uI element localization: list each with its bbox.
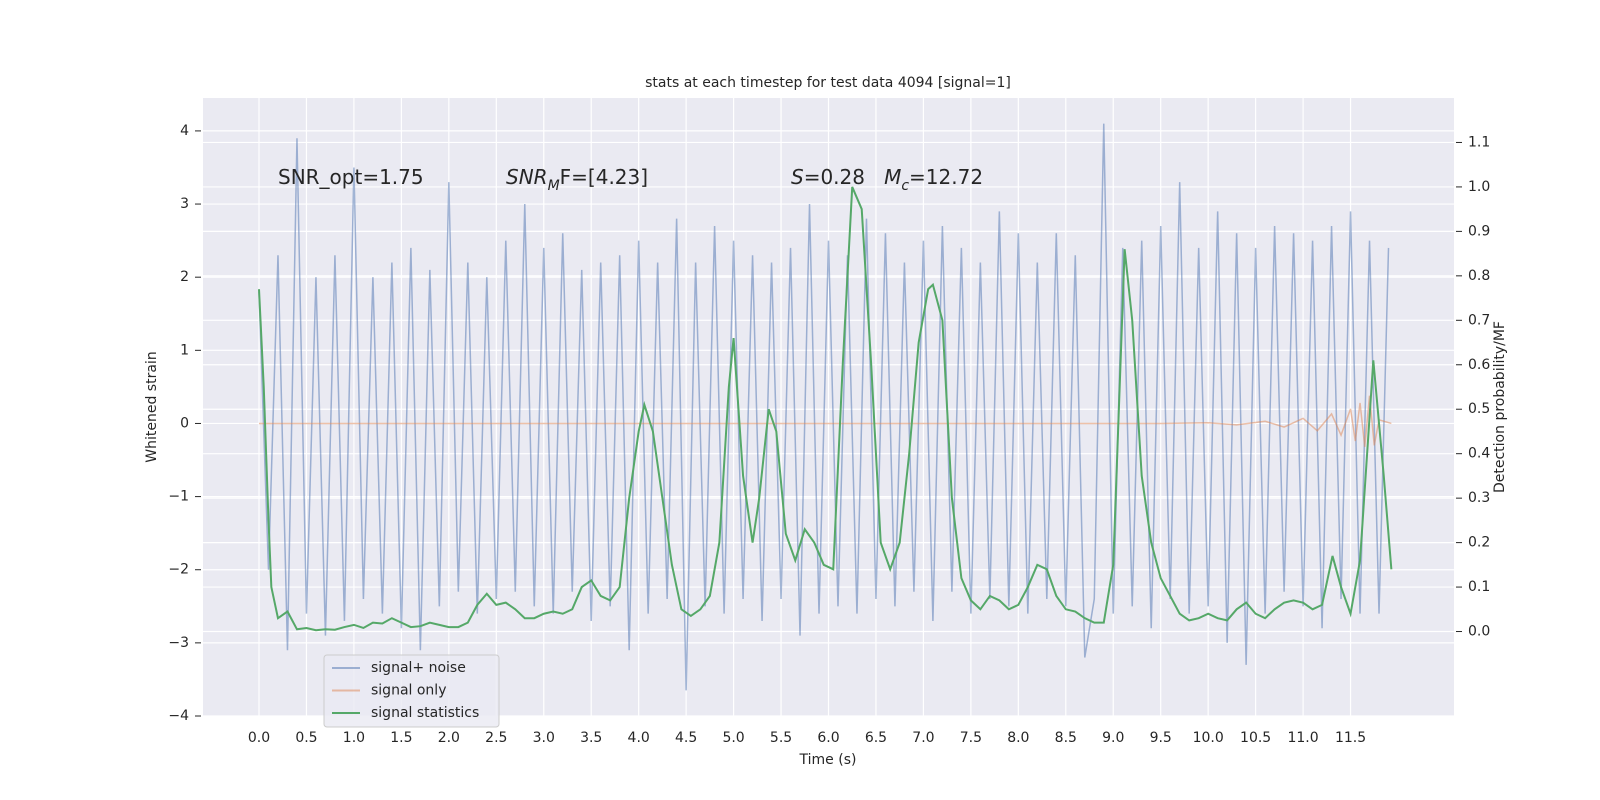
y2-tick-label: 0.0	[1468, 624, 1490, 640]
x-tick-label: 3.0	[533, 730, 555, 746]
legend-label: signal+ noise	[371, 660, 466, 676]
annotation-part: M	[884, 165, 901, 189]
legend-label: signal statistics	[371, 705, 479, 721]
annotation-part: SNR_opt=1.75	[278, 165, 424, 189]
x-tick-label: 7.5	[960, 730, 982, 746]
annotation-part: =0.28	[804, 165, 884, 189]
x-tick-label: 6.5	[865, 730, 887, 746]
x-tick-label: 8.5	[1055, 730, 1077, 746]
annotation-part: c	[901, 178, 909, 194]
y-tick-label: 3	[180, 196, 189, 212]
y2-tick-label: 0.4	[1468, 446, 1490, 462]
x-tick-label: 1.5	[390, 730, 412, 746]
x-tick-label: 4.0	[628, 730, 650, 746]
x-tick-label: 0.0	[248, 730, 270, 746]
x-tick-label: 8.0	[1007, 730, 1029, 746]
x-tick-label: 2.5	[485, 730, 507, 746]
x-tick-label: 7.0	[912, 730, 934, 746]
x-tick-label: 6.0	[817, 730, 839, 746]
y2-tick-label: 0.6	[1468, 357, 1490, 373]
y2-tick-label: 0.2	[1468, 535, 1490, 551]
x-tick-label: 10.5	[1240, 730, 1271, 746]
x-tick-label: 0.5	[295, 730, 317, 746]
x-tick-label: 1.0	[343, 730, 365, 746]
y2-tick-label: 1.1	[1468, 134, 1490, 150]
x-tick-label: 5.0	[722, 730, 744, 746]
y2-axis-label: Detection probability/MF	[1492, 321, 1508, 493]
x-tick-label: 11.5	[1335, 730, 1366, 746]
y2-tick-label: 0.1	[1468, 579, 1490, 595]
annotation-part: F=[4.23]	[560, 165, 648, 189]
series-line	[258, 186, 1393, 632]
x-axis-label: Time (s)	[799, 752, 857, 768]
legend-box	[323, 654, 500, 728]
x-tick-label: 10.0	[1193, 730, 1224, 746]
annotation: SNRMF=[4.23]	[506, 165, 648, 195]
annotation: SNR_opt=1.75	[278, 165, 424, 189]
annotation-part: S	[791, 165, 804, 189]
y-tick-label: −2	[168, 562, 189, 578]
y-tick-label: 0	[180, 415, 189, 431]
annotation-part: SNR	[506, 165, 548, 189]
legend-label: signal only	[371, 683, 446, 699]
y2-tick-label: 0.3	[1468, 490, 1490, 506]
x-tick-label: 3.5	[580, 730, 602, 746]
series-line	[259, 395, 1392, 447]
annotation-part: =12.72	[909, 165, 983, 189]
y-tick-label: −3	[168, 635, 189, 651]
y-tick-label: 1	[180, 342, 189, 358]
x-tick-label: 5.5	[770, 730, 792, 746]
annotation-part: M	[548, 178, 560, 194]
y2-tick-label: 1.0	[1468, 179, 1490, 195]
chart-title: stats at each timestep for test data 409…	[645, 75, 1011, 91]
x-tick-label: 9.5	[1150, 730, 1172, 746]
annotation: S=0.28 Mc=12.72	[791, 165, 983, 195]
y-axis-label: Whitened strain	[144, 351, 160, 462]
x-tick-label: 11.0	[1287, 730, 1318, 746]
y-tick-label: 2	[180, 269, 189, 285]
y2-tick-label: 0.5	[1468, 401, 1490, 417]
x-tick-label: 9.0	[1102, 730, 1124, 746]
y2-tick-label: 0.8	[1468, 268, 1490, 284]
y2-tick-label: 0.7	[1468, 312, 1490, 328]
y-tick-label: 4	[180, 123, 189, 139]
x-tick-label: 2.0	[438, 730, 460, 746]
y2-tick-label: 0.9	[1468, 223, 1490, 239]
x-tick-label: 4.5	[675, 730, 697, 746]
y-tick-label: −4	[168, 708, 189, 724]
y-tick-label: −1	[168, 489, 189, 505]
series-line	[258, 123, 1390, 691]
